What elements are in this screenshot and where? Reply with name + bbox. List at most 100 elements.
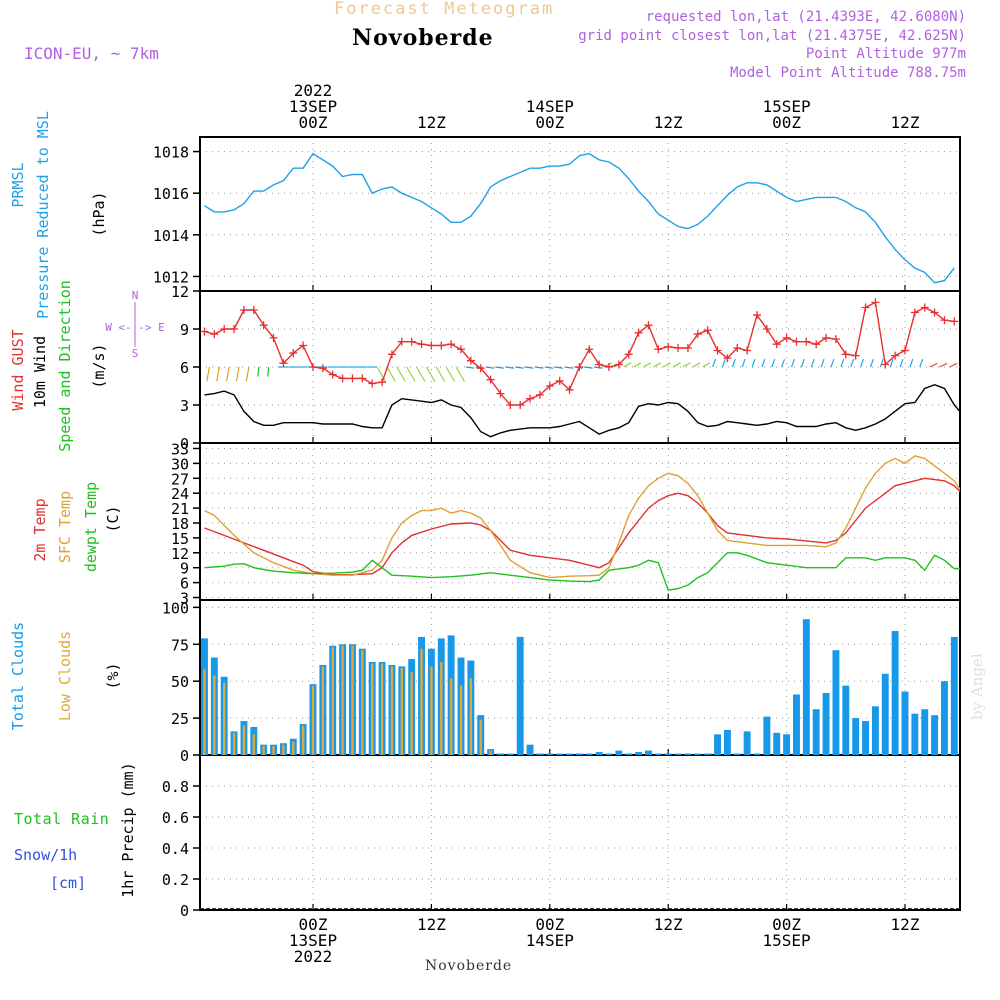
wind-direction-arrow bbox=[525, 366, 534, 369]
total-clouds-bar bbox=[566, 753, 573, 755]
wind-gust-marker bbox=[683, 344, 692, 352]
wind-axis-unit: (m/s) bbox=[90, 343, 108, 388]
temp-sfc-series-line bbox=[204, 455, 960, 579]
wind-gust-marker bbox=[930, 308, 939, 317]
top-time-label: 00Z bbox=[772, 113, 801, 132]
wind-gust-marker bbox=[940, 316, 949, 325]
wind-10m-series-line bbox=[204, 383, 960, 438]
bottom-time-label: 00Z bbox=[299, 915, 328, 934]
y-tick-label: 0.4 bbox=[162, 840, 189, 858]
wind-direction-arrow bbox=[396, 366, 406, 382]
y-tick-label: 75 bbox=[171, 636, 189, 654]
wind-axis-label-direction: Speed and Direction bbox=[56, 280, 74, 452]
wind-direction-arrow bbox=[899, 358, 904, 368]
low-clouds-bar bbox=[459, 685, 463, 755]
total-clouds-bar bbox=[783, 734, 791, 755]
wind-axis-label-gust: Wind GUST bbox=[9, 329, 27, 410]
low-clouds-bar bbox=[203, 669, 206, 755]
wind-gust-marker bbox=[733, 344, 742, 352]
low-clouds-bar bbox=[469, 678, 473, 755]
low-clouds-bar bbox=[262, 746, 265, 755]
author-signature: by Angel bbox=[968, 653, 986, 720]
precip-axis-label: 1hr Precip (mm) bbox=[119, 762, 137, 897]
precip-legend-unit: [cm] bbox=[50, 874, 86, 892]
pressure-axis-label-msl: Pressure Reduced to MSL bbox=[34, 111, 52, 319]
wind-gust-marker bbox=[634, 328, 643, 337]
wind-gust-marker bbox=[614, 360, 623, 369]
wind-direction-arrow bbox=[702, 362, 711, 368]
wind-direction-arrow bbox=[662, 362, 671, 368]
low-clouds-bar bbox=[341, 645, 344, 755]
y-tick-label: 50 bbox=[171, 673, 189, 691]
wind-gust-marker bbox=[417, 340, 426, 349]
total-clouds-bar bbox=[911, 713, 919, 755]
bottom-time-label: 13SEP bbox=[289, 931, 337, 950]
wind-gust-marker bbox=[358, 374, 367, 383]
wind-gust-marker bbox=[318, 364, 327, 373]
wind-direction-arrow bbox=[216, 366, 220, 382]
wind-direction-arrow bbox=[919, 358, 924, 368]
wind-gust-marker bbox=[535, 390, 544, 399]
wind-direction-arrow bbox=[949, 362, 958, 368]
wind-gust-marker bbox=[200, 327, 209, 336]
total-clouds-bar bbox=[506, 753, 514, 755]
wind-direction-arrow bbox=[761, 358, 766, 368]
total-clouds-bar bbox=[743, 731, 751, 755]
low-clouds-bar bbox=[272, 746, 275, 755]
wind-gust-marker bbox=[279, 359, 288, 368]
wind-direction-arrow bbox=[435, 366, 446, 382]
wind-gust-marker bbox=[259, 321, 268, 330]
y-tick-label: 1014 bbox=[153, 227, 189, 245]
wind-gust-marker bbox=[220, 325, 229, 333]
total-clouds-bar bbox=[585, 753, 593, 755]
wind-gust-marker bbox=[269, 333, 278, 342]
temp-2m-series-line bbox=[204, 477, 960, 576]
wind-gust-marker bbox=[585, 345, 594, 354]
total-clouds-bar bbox=[822, 693, 830, 755]
top-time-label: 14SEP bbox=[526, 97, 574, 116]
wind-direction-arrow bbox=[850, 358, 855, 368]
y-tick-label: 6 bbox=[180, 359, 189, 377]
wind-compass-south: S bbox=[132, 347, 139, 360]
footer-location: Novoberde bbox=[425, 958, 513, 974]
total-clouds-bar bbox=[605, 753, 613, 755]
panel-frame bbox=[199, 136, 961, 292]
wind-gust-marker bbox=[545, 382, 554, 390]
total-clouds-bar bbox=[793, 694, 800, 755]
wind-direction-arrow bbox=[564, 366, 574, 369]
wind-gust-marker bbox=[496, 389, 505, 398]
wind-gust-marker bbox=[526, 394, 535, 403]
total-clouds-bar bbox=[881, 673, 889, 755]
wind-direction-arrow bbox=[386, 366, 396, 382]
wind-direction-arrow bbox=[879, 358, 884, 368]
y-tick-label: 25 bbox=[171, 710, 189, 728]
low-clouds-bar bbox=[371, 663, 374, 755]
total-clouds-bar bbox=[842, 685, 850, 755]
wind-gust-marker bbox=[387, 350, 396, 359]
wind-direction-arrow bbox=[485, 366, 495, 369]
top-time-label: 12Z bbox=[891, 113, 920, 132]
total-clouds-bar bbox=[536, 753, 544, 755]
wind-gust-marker bbox=[595, 360, 604, 369]
wind-direction-arrow bbox=[830, 358, 835, 368]
wind-direction-arrow bbox=[869, 358, 874, 368]
y-tick-label: 12 bbox=[171, 283, 189, 301]
low-clouds-bar bbox=[351, 645, 354, 755]
wind-direction-arrow bbox=[840, 358, 845, 368]
total-clouds-bar bbox=[635, 752, 643, 755]
wind-gust-marker bbox=[841, 350, 850, 359]
y-tick-label: 1012 bbox=[153, 268, 189, 286]
wind-gust-marker bbox=[772, 340, 781, 349]
y-tick-label: 0 bbox=[180, 902, 189, 920]
low-clouds-bar bbox=[321, 666, 325, 755]
wind-gust-marker bbox=[328, 370, 337, 379]
low-clouds-bar bbox=[390, 666, 394, 755]
wind-direction-arrow bbox=[445, 366, 456, 382]
total-clouds-bar bbox=[901, 691, 909, 755]
low-clouds-bar bbox=[292, 741, 295, 755]
y-tick-label: 3 bbox=[180, 590, 189, 608]
y-tick-label: 21 bbox=[171, 500, 189, 518]
wind-axis-label-10m: 10m Wind bbox=[31, 336, 49, 408]
top-time-label: 2022 bbox=[294, 81, 333, 100]
